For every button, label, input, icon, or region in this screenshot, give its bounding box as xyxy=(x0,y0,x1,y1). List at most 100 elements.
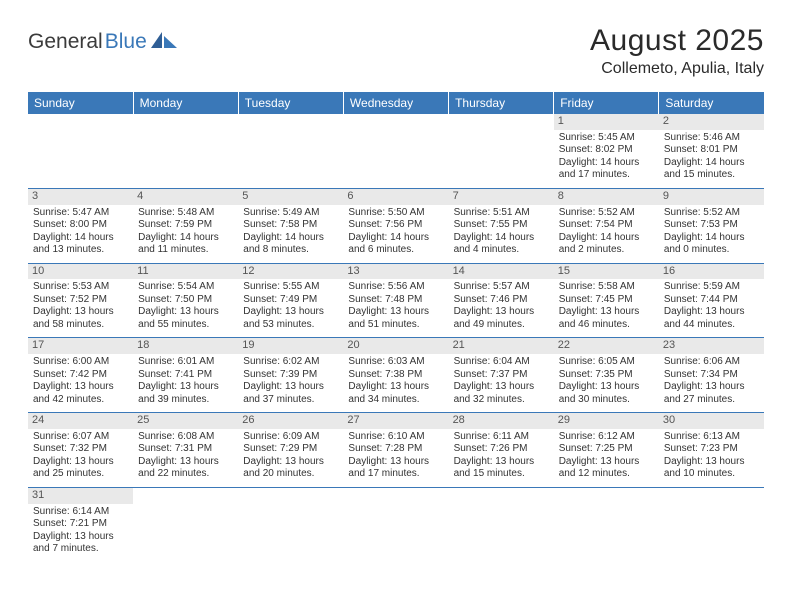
daylight2-text: and 39 minutes. xyxy=(138,394,233,407)
calendar-cell: 29Sunrise: 6:12 AMSunset: 7:25 PMDayligh… xyxy=(554,413,659,488)
sunrise-text: Sunrise: 6:04 AM xyxy=(454,356,549,369)
daylight1-text: Daylight: 13 hours xyxy=(348,456,443,469)
sunset-text: Sunset: 8:00 PM xyxy=(33,219,128,232)
sunset-text: Sunset: 7:44 PM xyxy=(664,294,759,307)
daylight1-text: Daylight: 14 hours xyxy=(664,232,759,245)
calendar-cell: 20 Sunrise: 6:03 AMSunset: 7:38 PMDayligh… xyxy=(343,338,448,413)
logo-text-2: Blue xyxy=(105,30,147,54)
daylight1-text: Daylight: 13 hours xyxy=(559,456,654,469)
daylight1-text: Daylight: 14 hours xyxy=(454,232,549,245)
sunrise-text: Sunrise: 5:54 AM xyxy=(138,281,233,294)
sunset-text: Sunset: 7:46 PM xyxy=(454,294,549,307)
calendar-cell: 9Sunrise: 5:52 AMSunset: 7:53 PMDaylight… xyxy=(659,188,764,263)
calendar-cell: 24Sunrise: 6:07 AMSunset: 7:32 PMDayligh… xyxy=(28,413,133,488)
day-number: 19 xyxy=(238,338,343,354)
sunrise-text: Sunrise: 5:49 AM xyxy=(243,207,338,220)
weekday-header: Monday xyxy=(133,92,238,114)
calendar-cell xyxy=(238,114,343,188)
day-number: 23 xyxy=(659,338,764,354)
calendar-cell: 11Sunrise: 5:54 AMSunset: 7:50 PMDayligh… xyxy=(133,263,238,338)
sunset-text: Sunset: 7:34 PM xyxy=(664,369,759,382)
calendar-cell xyxy=(28,114,133,188)
daylight1-text: Daylight: 13 hours xyxy=(243,306,338,319)
weekday-header: Friday xyxy=(554,92,659,114)
calendar-row: 1Sunrise: 5:45 AMSunset: 8:02 PMDaylight… xyxy=(28,114,764,188)
calendar-cell xyxy=(343,114,448,188)
daylight2-text: and 20 minutes. xyxy=(243,468,338,481)
day-number: 14 xyxy=(449,264,554,280)
daylight2-text: and 0 minutes. xyxy=(664,244,759,257)
calendar-cell: 17Sunrise: 6:00 AMSunset: 7:42 PMDayligh… xyxy=(28,338,133,413)
sunset-text: Sunset: 7:53 PM xyxy=(664,219,759,232)
daylight1-text: Daylight: 14 hours xyxy=(559,232,654,245)
sunset-text: Sunset: 7:32 PM xyxy=(33,443,128,456)
daylight2-text: and 17 minutes. xyxy=(559,169,654,182)
day-number: 20 xyxy=(343,338,448,354)
daylight2-text: and 13 minutes. xyxy=(33,244,128,257)
sunrise-text: Sunrise: 5:56 AM xyxy=(348,281,443,294)
sunrise-text: Sunrise: 6:13 AM xyxy=(664,431,759,444)
daylight1-text: Daylight: 13 hours xyxy=(664,306,759,319)
daylight1-text: Daylight: 13 hours xyxy=(348,306,443,319)
daylight2-text: and 22 minutes. xyxy=(138,468,233,481)
day-number: 15 xyxy=(554,264,659,280)
day-number: 31 xyxy=(28,488,133,504)
day-number: 2 xyxy=(659,114,764,130)
daylight1-text: Daylight: 13 hours xyxy=(33,381,128,394)
calendar-row: 3Sunrise: 5:47 AMSunset: 8:00 PMDaylight… xyxy=(28,188,764,263)
daylight2-text: and 58 minutes. xyxy=(33,319,128,332)
day-number: 21 xyxy=(449,338,554,354)
daylight2-text: and 11 minutes. xyxy=(138,244,233,257)
sunrise-text: Sunrise: 6:08 AM xyxy=(138,431,233,444)
daylight1-text: Daylight: 13 hours xyxy=(33,306,128,319)
daylight2-text: and 2 minutes. xyxy=(559,244,654,257)
daylight2-text: and 32 minutes. xyxy=(454,394,549,407)
sunset-text: Sunset: 7:23 PM xyxy=(664,443,759,456)
day-number: 18 xyxy=(133,338,238,354)
daylight1-text: Daylight: 13 hours xyxy=(138,306,233,319)
title-block: August 2025 Collemeto, Apulia, Italy xyxy=(590,24,764,78)
daylight1-text: Daylight: 13 hours xyxy=(454,381,549,394)
day-number: 8 xyxy=(554,189,659,205)
calendar-cell xyxy=(449,114,554,188)
daylight1-text: Daylight: 14 hours xyxy=(348,232,443,245)
day-number: 30 xyxy=(659,413,764,429)
calendar-cell: 13Sunrise: 5:56 AMSunset: 7:48 PMDayligh… xyxy=(343,263,448,338)
sunset-text: Sunset: 7:38 PM xyxy=(348,369,443,382)
calendar-cell: 30Sunrise: 6:13 AMSunset: 7:23 PMDayligh… xyxy=(659,413,764,488)
calendar-cell: 8Sunrise: 5:52 AMSunset: 7:54 PMDaylight… xyxy=(554,188,659,263)
daylight1-text: Daylight: 13 hours xyxy=(454,306,549,319)
calendar-cell: 3Sunrise: 5:47 AMSunset: 8:00 PMDaylight… xyxy=(28,188,133,263)
day-number: 22 xyxy=(554,338,659,354)
sunrise-text: Sunrise: 6:03 AM xyxy=(348,356,443,369)
day-number: 27 xyxy=(343,413,448,429)
day-number: 9 xyxy=(659,189,764,205)
calendar-row: 31Sunrise: 6:14 AMSunset: 7:21 PMDayligh… xyxy=(28,487,764,561)
sunset-text: Sunset: 7:35 PM xyxy=(559,369,654,382)
daylight1-text: Daylight: 13 hours xyxy=(559,381,654,394)
daylight1-text: Daylight: 13 hours xyxy=(243,456,338,469)
sunrise-text: Sunrise: 5:45 AM xyxy=(559,132,654,145)
calendar-cell xyxy=(238,487,343,561)
sunrise-text: Sunrise: 5:53 AM xyxy=(33,281,128,294)
sunset-text: Sunset: 7:21 PM xyxy=(33,518,128,531)
daylight1-text: Daylight: 13 hours xyxy=(454,456,549,469)
calendar-cell: 31Sunrise: 6:14 AMSunset: 7:21 PMDayligh… xyxy=(28,487,133,561)
daylight1-text: Daylight: 13 hours xyxy=(348,381,443,394)
calendar-row: 10Sunrise: 5:53 AMSunset: 7:52 PMDayligh… xyxy=(28,263,764,338)
daylight2-text: and 8 minutes. xyxy=(243,244,338,257)
sunset-text: Sunset: 7:28 PM xyxy=(348,443,443,456)
day-number: 17 xyxy=(28,338,133,354)
sunset-text: Sunset: 7:54 PM xyxy=(559,219,654,232)
sunrise-text: Sunrise: 5:48 AM xyxy=(138,207,233,220)
daylight1-text: Daylight: 14 hours xyxy=(559,157,654,170)
daylight2-text: and 55 minutes. xyxy=(138,319,233,332)
day-number: 7 xyxy=(449,189,554,205)
sunset-text: Sunset: 7:26 PM xyxy=(454,443,549,456)
sunrise-text: Sunrise: 6:09 AM xyxy=(243,431,338,444)
day-number: 13 xyxy=(343,264,448,280)
calendar-row: 24Sunrise: 6:07 AMSunset: 7:32 PMDayligh… xyxy=(28,413,764,488)
sunrise-text: Sunrise: 5:59 AM xyxy=(664,281,759,294)
header: GeneralBlue August 2025 Collemeto, Apuli… xyxy=(28,24,764,78)
calendar-table: SundayMondayTuesdayWednesdayThursdayFrid… xyxy=(28,92,764,562)
